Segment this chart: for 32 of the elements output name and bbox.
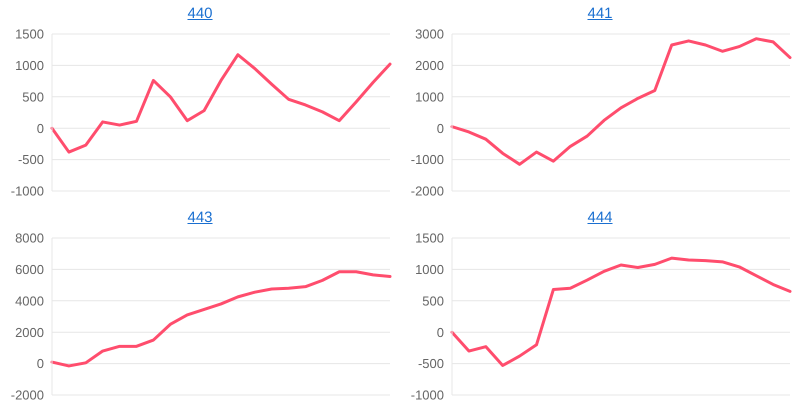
line-series — [450, 256, 792, 367]
y-tick-label: 3000 — [415, 26, 444, 42]
y-tick-label: 6000 — [15, 262, 44, 278]
y-tick-label: 1500 — [15, 26, 44, 42]
chart-title: 440 — [187, 5, 213, 22]
y-tick-label: 4000 — [15, 293, 44, 308]
y-tick-label: -1000 — [410, 152, 444, 168]
y-tick-label: -1000 — [410, 388, 444, 403]
y-tick-label: 500 — [422, 293, 444, 308]
y-tick-label: -2000 — [410, 184, 444, 199]
y-tick-label: 8000 — [15, 230, 44, 246]
y-tick-label: 0 — [36, 120, 44, 136]
chart-title: 443 — [187, 209, 213, 226]
y-tick-label: 0 — [436, 324, 444, 340]
y-tick-label: -500 — [418, 356, 444, 372]
y-tick-label: -2000 — [10, 388, 44, 403]
y-tick-label: 2000 — [15, 324, 44, 340]
line-series — [50, 53, 392, 154]
line-series — [50, 270, 392, 368]
y-tick-label: 2000 — [415, 58, 444, 74]
y-tick-label: 1000 — [15, 58, 44, 74]
y-tick-label: 1500 — [415, 230, 444, 246]
y-tick-label: 1000 — [415, 262, 444, 278]
y-tick-label: -500 — [18, 152, 44, 168]
y-tick-label: 0 — [36, 356, 44, 372]
y-tick-label: -1000 — [10, 184, 44, 199]
y-tick-label: 0 — [436, 120, 444, 136]
line-series — [450, 37, 792, 166]
y-tick-label: 1000 — [415, 89, 444, 104]
chart-title: 441 — [587, 5, 613, 22]
y-tick-label: 500 — [22, 89, 44, 104]
chart-title: 444 — [587, 209, 613, 226]
